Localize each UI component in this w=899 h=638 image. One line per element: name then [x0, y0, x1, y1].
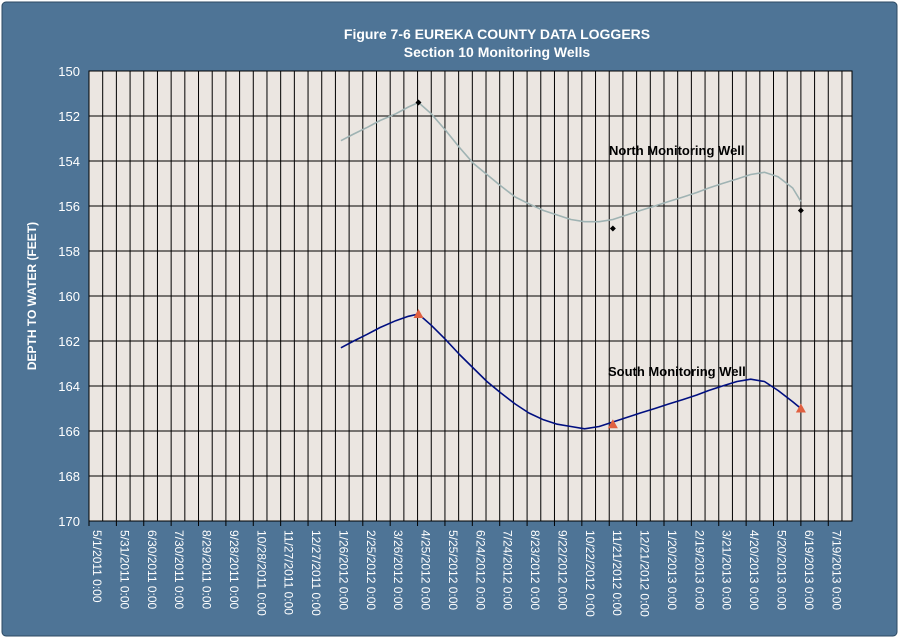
x-tick-label: 3/26/2012 0:00 [391, 530, 405, 610]
x-tick-label: 12/21/2012 0:00 [638, 530, 652, 617]
manual-reading-marker [415, 99, 422, 106]
y-tick-label: 152 [58, 109, 80, 124]
x-tick-label: 11/21/2012 0:00 [610, 530, 624, 616]
x-tick-label: 5/20/2013 0:00 [775, 530, 789, 610]
y-tick-label: 160 [58, 289, 80, 304]
x-tick-label: 10/22/2012 0:00 [583, 530, 597, 617]
y-tick-label: 164 [58, 379, 80, 394]
y-tick-label: 168 [58, 469, 80, 484]
x-tick-label: 1/20/2013 0:00 [665, 530, 679, 610]
series-line [340, 101, 802, 223]
x-tick-label: 8/23/2012 0:00 [528, 530, 542, 610]
annotation-north: North Monitoring Well [609, 143, 745, 158]
x-tick-label: 8/29/2011 0:00 [200, 530, 214, 610]
marker-layer [413, 99, 806, 429]
x-tick-label: 2/19/2013 0:00 [692, 530, 706, 610]
x-tick-label: 3/21/2013 0:00 [720, 530, 734, 610]
y-axis: 150 152 154 156 158 160 162 164 166 168 170 [58, 64, 80, 529]
grid [89, 71, 852, 521]
manual-reading-marker [413, 309, 424, 318]
manual-reading-marker [607, 419, 618, 429]
y-tick-label: 170 [58, 514, 80, 529]
y-tick-label: 166 [58, 424, 80, 439]
x-tick-label: 4/20/2013 0:00 [747, 530, 761, 610]
x-tick-label: 4/25/2012 0:00 [419, 530, 433, 610]
series-line [340, 313, 802, 430]
x-tick-label: 6/19/2013 0:00 [802, 530, 816, 610]
manual-reading-marker [609, 225, 616, 232]
x-tick-label: 7/30/2011 0:00 [172, 530, 186, 610]
x-tick-label: 5/1/2011 0:00 [90, 530, 104, 603]
series-layer [340, 101, 802, 430]
annotation-south: South Monitoring Well [608, 364, 746, 379]
chart-title: Figure 7-6 EUREKA COUNTY DATA LOGGERS [344, 26, 650, 42]
x-tick-label: 5/31/2011 0:00 [117, 530, 131, 610]
x-tick-label: 1/26/2012 0:00 [336, 530, 350, 610]
x-tick-label: 6/30/2011 0:00 [145, 530, 159, 610]
y-axis-label: DEPTH TO WATER (FEET) [25, 222, 39, 370]
x-tick-label: 9/22/2012 0:00 [555, 530, 569, 610]
y-tick-label: 162 [58, 334, 80, 349]
chart-subtitle: Section 10 Monitoring Wells [404, 44, 591, 60]
x-tick-label: 12/27/2011 0:00 [309, 530, 323, 616]
y-tick-label: 156 [58, 199, 80, 214]
y-tick-label: 158 [58, 244, 80, 259]
x-tick-label: 2/25/2012 0:00 [364, 530, 378, 610]
manual-reading-marker [795, 403, 806, 413]
x-tick-label: 5/25/2012 0:00 [446, 530, 460, 610]
x-tick-label: 11/27/2011 0:00 [282, 530, 296, 615]
y-tick-label: 154 [58, 154, 80, 169]
x-tick-label: 9/28/2011 0:00 [227, 530, 241, 610]
x-tick-label: 7/24/2012 0:00 [501, 530, 515, 610]
x-tick-label: 10/28/2011 0:00 [254, 530, 268, 616]
manual-reading-marker [797, 207, 804, 214]
x-axis: 5/1/2011 0:00 5/31/2011 0:00 6/30/2011 0:0… [88, 521, 843, 617]
x-tick-label: 7/19/2013 0:00 [829, 530, 843, 610]
x-tick-label: 6/24/2012 0:00 [473, 530, 487, 610]
y-tick-label: 150 [58, 64, 80, 79]
